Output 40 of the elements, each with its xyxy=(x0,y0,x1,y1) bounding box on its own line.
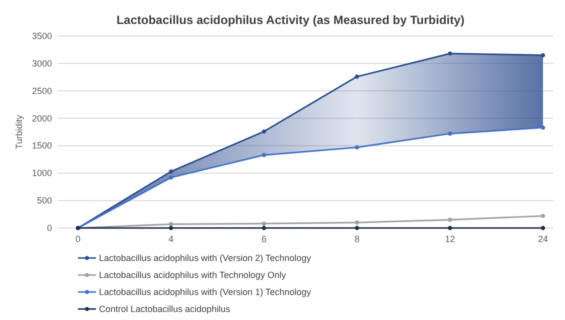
y-tick-label: 2500 xyxy=(32,86,52,96)
point xyxy=(262,226,266,230)
point xyxy=(448,218,452,222)
point xyxy=(354,74,360,79)
point xyxy=(168,226,174,230)
point xyxy=(540,126,546,130)
y-tick-label: 3500 xyxy=(32,31,52,41)
point xyxy=(168,169,174,174)
y-tick-label: 0 xyxy=(46,223,52,233)
x-tick-label: 8 xyxy=(354,234,360,244)
y-tick-label: 2000 xyxy=(32,113,52,124)
point xyxy=(262,222,266,226)
y-tick-label: 500 xyxy=(36,196,52,206)
y-tick-label: 3000 xyxy=(32,58,52,68)
x-tick-label: 12 xyxy=(444,234,456,244)
point xyxy=(262,152,266,158)
point xyxy=(354,145,360,150)
point xyxy=(540,226,546,230)
x-tick-label: 0 xyxy=(75,234,81,244)
y-tick-label: 1000 xyxy=(32,168,52,178)
x-tick-label: 4 xyxy=(168,234,174,244)
point xyxy=(168,222,174,226)
legend-label: Control Lactobacillus acidophilus xyxy=(99,304,231,314)
point xyxy=(540,214,546,218)
legend-label: Lactobacillus acidophilus with (Version 1) Technology xyxy=(99,287,312,297)
point xyxy=(168,175,174,180)
y-axis-title: Turbidity xyxy=(14,114,24,150)
point xyxy=(540,53,546,58)
point xyxy=(354,226,360,230)
point xyxy=(354,220,360,225)
x-tick-label: 24 xyxy=(538,234,548,244)
legend-label: Lactobacillus acidophilus with (Version 2) Technology xyxy=(99,253,312,263)
legend-label: Lactobacillus acidophilus with Technology Only xyxy=(99,270,286,280)
chart-title: Lactobacillus acidophilus Activity (as Measured by Turbidity) xyxy=(116,13,465,27)
point xyxy=(448,132,452,136)
point xyxy=(448,51,452,56)
x-tick-label: 6 xyxy=(261,234,267,244)
point xyxy=(448,226,452,230)
y-tick-label: 1500 xyxy=(32,140,52,151)
point xyxy=(262,129,266,134)
